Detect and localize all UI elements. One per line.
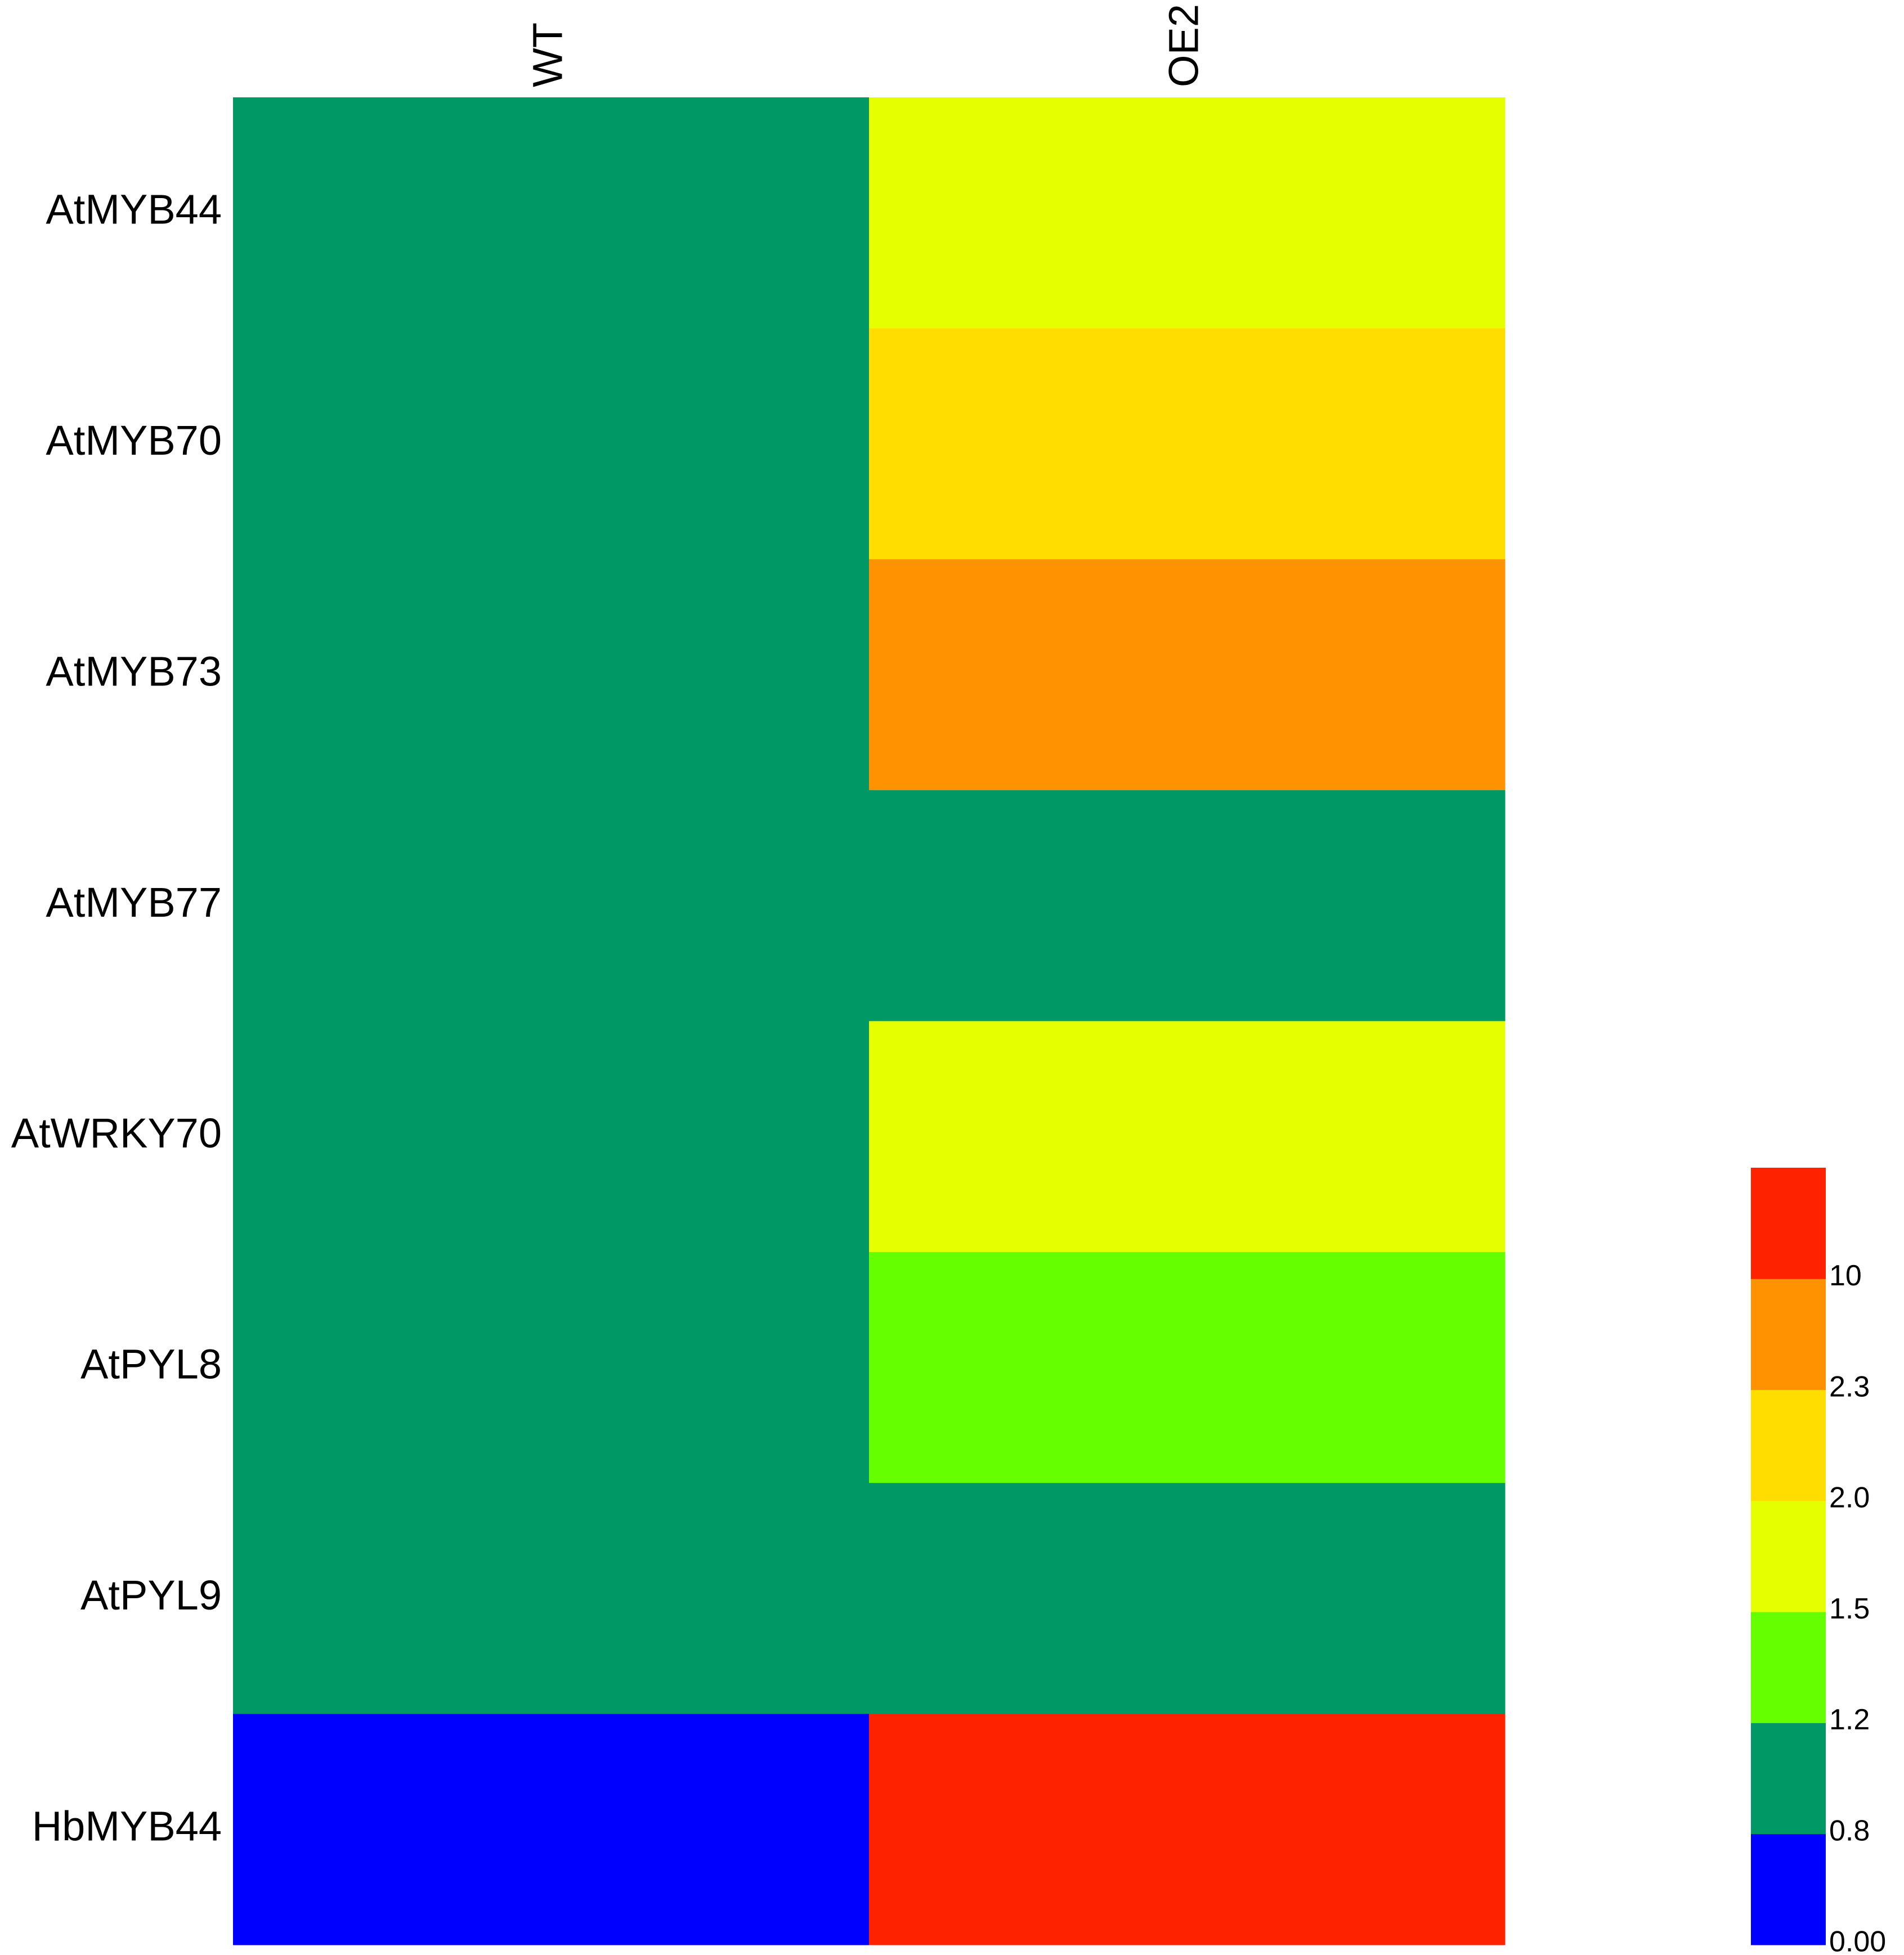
- colorbar-swatch: [1751, 1168, 1826, 1279]
- heatmap-cell: [869, 1483, 1506, 1715]
- heatmap-cell: [869, 790, 1506, 1021]
- colorbar-tick-label: 1.2: [1829, 1703, 1870, 1736]
- colorbar-swatch: [1751, 1500, 1826, 1612]
- colorbar-tick-label: 2.0: [1829, 1482, 1870, 1514]
- row-label: AtWRKY70: [11, 1110, 222, 1156]
- heatmap-cell: [233, 790, 870, 1021]
- heatmap-cell: [869, 328, 1506, 560]
- row-label: AtMYB70: [46, 417, 222, 464]
- heatmap-cell: [233, 1021, 870, 1253]
- heatmap-cell: [233, 1714, 870, 1945]
- colorbar-tick-label: 1.5: [1829, 1593, 1870, 1625]
- row-label: AtPYL9: [80, 1572, 222, 1618]
- row-label: AtMYB73: [46, 648, 222, 694]
- colorbar-tick-label: 10: [1829, 1259, 1862, 1292]
- column-label: OE2: [1161, 4, 1207, 87]
- colorbar-swatch: [1751, 1833, 1826, 1945]
- row-label: AtMYB44: [46, 186, 222, 233]
- row-label: HbMYB44: [32, 1802, 222, 1849]
- heatmap-cell: [233, 559, 870, 791]
- colorbar-swatch: [1751, 1612, 1826, 1723]
- heatmap-cell: [869, 559, 1506, 791]
- heatmap-cell: [869, 97, 1506, 329]
- colorbar-swatch: [1751, 1723, 1826, 1835]
- heatmap-cell: [233, 1252, 870, 1483]
- heatmap-cell: [233, 328, 870, 560]
- heatmap-cell: [869, 1021, 1506, 1253]
- colorbar-swatch: [1751, 1279, 1826, 1391]
- colorbar-tick-label: 0.00: [1829, 1926, 1886, 1955]
- row-label: AtPYL8: [80, 1341, 222, 1388]
- heatmap-cell: [233, 1483, 870, 1715]
- row-label: AtMYB77: [46, 879, 222, 926]
- colorbar-tick-label: 2.3: [1829, 1370, 1870, 1403]
- colorbar-tick-label: 0.8: [1829, 1814, 1870, 1847]
- heatmap-cell: [869, 1714, 1506, 1945]
- heatmap-cell: [233, 97, 870, 329]
- heatmap-cell: [869, 1252, 1506, 1483]
- column-label: WT: [525, 23, 571, 87]
- colorbar-swatch: [1751, 1389, 1826, 1501]
